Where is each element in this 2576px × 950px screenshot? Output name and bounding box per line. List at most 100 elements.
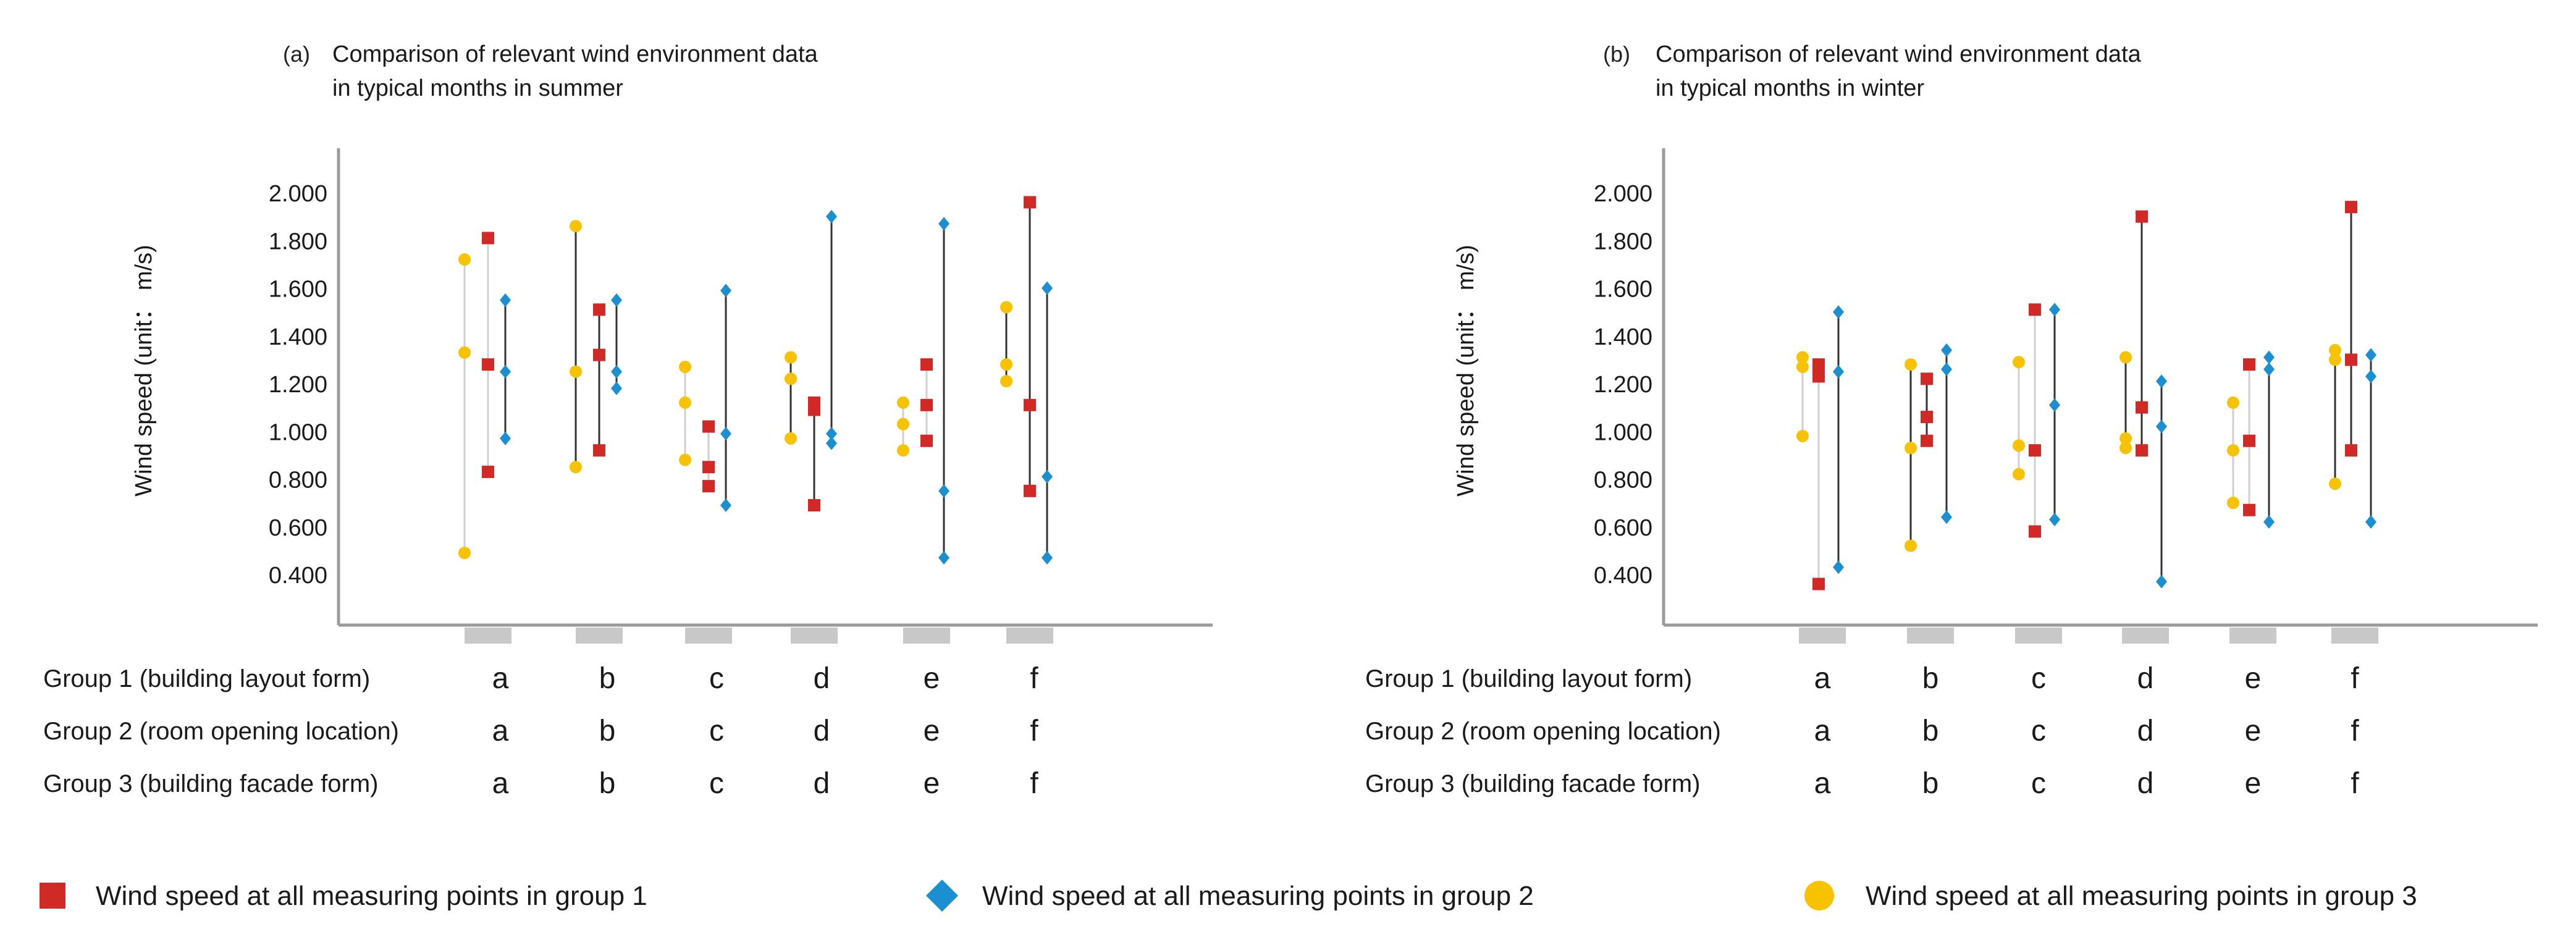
data-point-group2	[826, 427, 837, 441]
category-value: e	[924, 715, 940, 747]
data-point-group3	[2227, 497, 2239, 510]
data-point-group2	[2365, 369, 2376, 384]
data-point-group2	[2365, 515, 2376, 529]
data-point-group2	[1833, 305, 1844, 319]
y-tick-label: 1.200	[269, 372, 327, 398]
data-point-group2	[611, 293, 622, 307]
panel-letter: (a)	[283, 41, 310, 67]
category-value: d	[2137, 767, 2154, 800]
data-point-group3	[1905, 442, 1917, 455]
category-row-label: Group 2 (room opening location)	[1365, 718, 1721, 745]
category-marker-bar	[903, 628, 950, 644]
category-value: f	[1030, 715, 1038, 747]
y-tick-label: 1.600	[1594, 277, 1652, 303]
legend-label: Wind speed at all measuring points in gr…	[1866, 881, 2417, 911]
data-point-group3	[785, 432, 797, 445]
circle-icon	[1804, 881, 1834, 910]
data-point-group1	[2243, 503, 2255, 516]
category-value: e	[2245, 767, 2262, 800]
category-value: b	[599, 715, 616, 747]
category-value: c	[2031, 662, 2046, 695]
data-point-group1	[702, 420, 715, 433]
data-point-group1	[2029, 525, 2041, 538]
legend-label: Wind speed at all measuring points in gr…	[982, 881, 1534, 911]
category-value: f	[2351, 767, 2359, 800]
data-point-group2	[720, 284, 731, 298]
data-point-group2	[500, 293, 511, 307]
data-point-group3	[2329, 353, 2341, 366]
data-point-group2	[938, 484, 949, 498]
data-point-group3	[458, 547, 471, 560]
data-point-group1	[920, 434, 933, 447]
data-point-group1	[920, 358, 933, 371]
category-value: b	[599, 767, 616, 800]
category-value: b	[1922, 662, 1939, 695]
data-point-group1	[1921, 411, 1933, 424]
data-point-group1	[1921, 372, 1933, 385]
category-marker-bar	[685, 628, 732, 644]
data-point-group3	[1000, 358, 1012, 371]
category-value: c	[2031, 715, 2046, 747]
category-value: f	[2351, 662, 2359, 695]
data-point-group3	[570, 461, 582, 474]
data-point-group1	[2345, 444, 2357, 457]
data-point-group3	[2329, 343, 2341, 356]
y-tick-label: 1.200	[1594, 372, 1652, 398]
data-point-group3	[679, 453, 691, 466]
category-value: d	[814, 767, 830, 800]
category-value: c	[709, 767, 724, 800]
data-point-group2	[2263, 362, 2275, 376]
data-point-group2	[611, 381, 622, 395]
data-point-group2	[938, 550, 949, 565]
data-point-group1	[2345, 201, 2357, 214]
category-value: f	[2351, 715, 2359, 747]
y-tick-label: 0.600	[269, 515, 327, 541]
data-point-group3	[458, 253, 471, 266]
data-point-group3	[2119, 442, 2132, 455]
data-point-group2	[1941, 510, 1952, 524]
data-point-group1	[702, 461, 715, 474]
category-marker-bar	[2229, 628, 2276, 644]
data-point-group1	[808, 498, 820, 511]
data-point-group1	[482, 232, 494, 245]
data-point-group3	[1000, 301, 1012, 314]
category-marker-bar	[791, 628, 838, 644]
data-point-group1	[593, 303, 605, 316]
data-point-group3	[679, 396, 691, 409]
data-point-group1	[702, 480, 715, 493]
chart-title-line1: Comparison of relevant wind environment …	[1656, 41, 2142, 67]
y-tick-label: 2.000	[1594, 181, 1652, 207]
category-value: b	[1922, 715, 1939, 747]
y-axis-label: Wind speed (unit： m/s)	[1453, 245, 1479, 497]
data-point-group1	[1024, 484, 1036, 497]
y-tick-label: 1.800	[1594, 229, 1652, 254]
y-tick-label: 0.600	[1594, 515, 1652, 541]
data-point-group2	[1941, 362, 1952, 376]
category-value: e	[2245, 715, 2262, 747]
category-value: c	[2031, 767, 2046, 800]
data-point-group2	[1042, 550, 1053, 565]
data-point-group1	[2136, 210, 2148, 223]
data-point-group2	[1833, 560, 1844, 574]
category-value: d	[814, 662, 830, 695]
data-point-group2	[938, 217, 949, 231]
chart-panel-winter: (b) Comparison of relevant wind environme…	[1365, 41, 2538, 800]
data-point-group2	[500, 431, 511, 445]
data-point-group3	[785, 372, 797, 385]
data-point-group3	[1905, 358, 1917, 371]
data-point-group3	[897, 444, 909, 457]
category-row-label: Group 1 (building layout form)	[1365, 665, 1692, 692]
data-point-group1	[482, 465, 494, 478]
y-tick-label: 1.400	[269, 324, 327, 350]
data-point-group2	[500, 364, 511, 379]
category-marker-bar	[1006, 628, 1053, 644]
data-point-group1	[1812, 370, 1825, 383]
chart-panel-summer: (a) Comparison of relevant wind environme…	[43, 41, 1213, 800]
data-point-group1	[1024, 398, 1036, 411]
data-point-group2	[2156, 374, 2167, 389]
data-point-group3	[2013, 468, 2025, 481]
data-point-group3	[570, 220, 582, 233]
category-value: b	[599, 662, 616, 695]
data-point-group3	[897, 418, 909, 431]
category-marker-bar	[465, 628, 511, 644]
